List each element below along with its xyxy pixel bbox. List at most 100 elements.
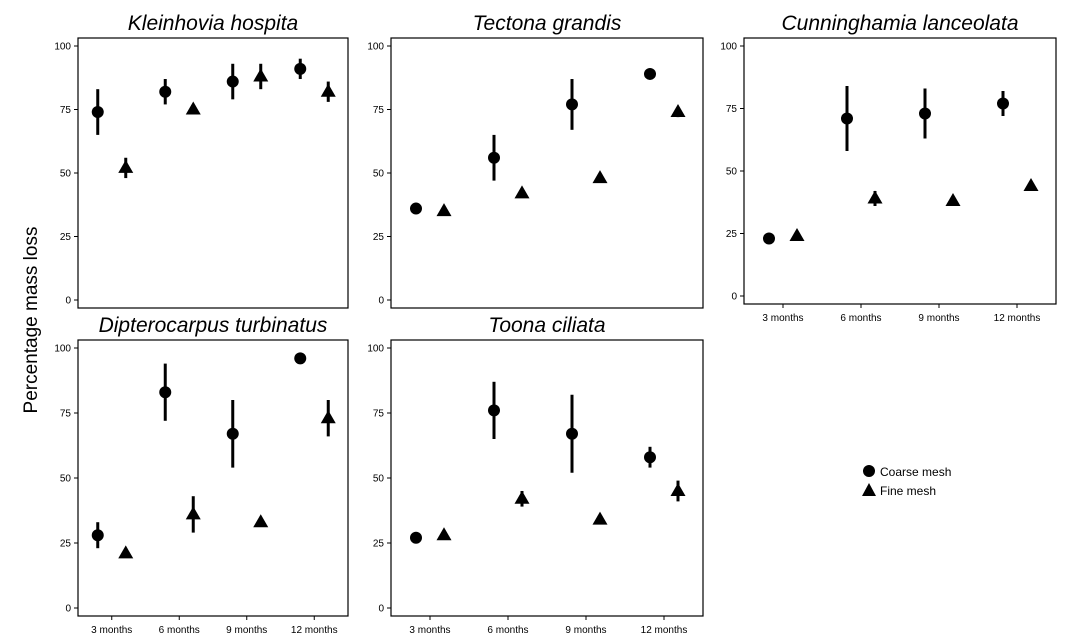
point-fine-mesh bbox=[514, 490, 530, 504]
point-coarse-mesh bbox=[226, 427, 239, 440]
plot-frame bbox=[390, 37, 704, 309]
panel-title: Toona ciliata bbox=[488, 314, 605, 337]
point-fine-mesh bbox=[253, 514, 269, 528]
point-fine-mesh bbox=[1023, 178, 1039, 191]
point-fine-mesh bbox=[185, 101, 201, 115]
y-tick-label: 0 bbox=[65, 296, 71, 307]
x-tick-label: 6 months bbox=[159, 625, 200, 636]
point-fine-mesh bbox=[320, 83, 336, 97]
y-tick-label: 75 bbox=[60, 105, 72, 116]
point-fine-mesh bbox=[514, 185, 530, 199]
y-tick-label: 50 bbox=[60, 169, 72, 180]
y-tick-label: 100 bbox=[720, 42, 737, 53]
panel-tectona-grandis: Tectona grandis 0 25 50 75 100 bbox=[367, 12, 704, 309]
point-fine-mesh bbox=[592, 170, 608, 184]
point-coarse-mesh bbox=[91, 106, 104, 119]
point-coarse-mesh bbox=[566, 427, 578, 440]
point-fine-mesh bbox=[592, 511, 608, 525]
point-coarse-mesh bbox=[91, 529, 104, 542]
y-tick-label: 100 bbox=[54, 42, 71, 53]
x-tick-label: 12 months bbox=[994, 313, 1041, 324]
point-coarse-mesh bbox=[488, 404, 500, 417]
y-tick-label: 25 bbox=[60, 232, 72, 243]
y-tick-label: 50 bbox=[373, 474, 385, 485]
x-tick-label: 12 months bbox=[641, 625, 688, 636]
y-tick-label: 50 bbox=[373, 169, 385, 180]
legend-triangle-marker bbox=[862, 483, 876, 496]
panel-title: Kleinhovia hospita bbox=[128, 12, 298, 35]
point-fine-mesh bbox=[436, 203, 452, 217]
point-fine-mesh bbox=[320, 410, 336, 424]
point-coarse-mesh bbox=[763, 232, 775, 245]
y-tick-label: 0 bbox=[65, 604, 71, 615]
point-coarse-mesh bbox=[294, 352, 307, 365]
y-tick-label: 25 bbox=[726, 229, 738, 240]
y-tick-label: 75 bbox=[373, 105, 385, 116]
point-coarse-mesh bbox=[841, 112, 853, 125]
legend-circle-marker bbox=[863, 465, 875, 477]
x-tick-label: 9 months bbox=[565, 625, 606, 636]
point-fine-mesh bbox=[118, 545, 134, 559]
y-tick-label: 50 bbox=[60, 474, 72, 485]
panel-dipterocarpus-turbinatus: Dipterocarpus turbinatus 0 25 50 75 100 3 mont… bbox=[54, 314, 349, 636]
point-coarse-mesh bbox=[410, 531, 422, 544]
y-tick-label: 100 bbox=[367, 42, 384, 53]
point-coarse-mesh bbox=[410, 202, 422, 215]
point-coarse-mesh bbox=[919, 107, 931, 120]
y-tick-label: 100 bbox=[54, 344, 71, 355]
panel-kleinhovia-hospita: Kleinhovia hospita 0 25 50 75 100 bbox=[54, 12, 349, 309]
plot-frame bbox=[77, 37, 349, 309]
x-tick-label: 6 months bbox=[487, 625, 528, 636]
point-fine-mesh bbox=[670, 483, 686, 496]
panel-title: Cunninghamia lanceolata bbox=[782, 12, 1019, 35]
point-coarse-mesh bbox=[159, 85, 172, 98]
y-tick-label: 0 bbox=[378, 604, 384, 615]
y-tick-label: 25 bbox=[373, 232, 385, 243]
x-tick-label: 12 months bbox=[291, 625, 338, 636]
x-tick-label: 9 months bbox=[226, 625, 267, 636]
panel-toona-ciliata: Toona ciliata 0 25 50 75 100 3 months 6 months 9… bbox=[367, 314, 704, 636]
y-tick-label: 50 bbox=[726, 167, 738, 178]
plot-frame bbox=[77, 339, 349, 617]
x-tick-label: 3 months bbox=[762, 313, 803, 324]
point-fine-mesh bbox=[436, 527, 452, 541]
panel-title: Tectona grandis bbox=[473, 12, 622, 35]
point-coarse-mesh bbox=[294, 62, 307, 75]
x-tick-label: 3 months bbox=[91, 625, 132, 636]
plot-frame bbox=[743, 37, 1057, 305]
point-fine-mesh bbox=[118, 159, 134, 173]
point-coarse-mesh bbox=[488, 151, 500, 164]
panel-title: Dipterocarpus turbinatus bbox=[99, 314, 328, 337]
point-coarse-mesh bbox=[226, 75, 239, 88]
point-fine-mesh bbox=[867, 190, 883, 204]
point-coarse-mesh bbox=[997, 97, 1009, 110]
point-fine-mesh bbox=[253, 68, 269, 82]
x-tick-label: 3 months bbox=[409, 625, 450, 636]
y-tick-label: 75 bbox=[373, 409, 385, 420]
y-tick-label: 0 bbox=[731, 292, 737, 303]
y-tick-label: 0 bbox=[378, 296, 384, 307]
point-fine-mesh bbox=[185, 506, 201, 520]
point-coarse-mesh bbox=[644, 451, 656, 464]
point-coarse-mesh bbox=[159, 386, 172, 399]
panel-cunninghamia-lanceolata: Cunninghamia lanceolata 0 25 50 75 100 3 month… bbox=[720, 12, 1057, 324]
legend: Coarse mesh Fine mesh bbox=[862, 465, 951, 498]
point-fine-mesh bbox=[789, 228, 805, 241]
point-fine-mesh bbox=[670, 104, 686, 118]
x-tick-label: 9 months bbox=[918, 313, 959, 324]
y-tick-label: 75 bbox=[726, 104, 738, 115]
legend-label-coarse-mesh: Coarse mesh bbox=[880, 465, 951, 479]
legend-label-fine-mesh: Fine mesh bbox=[880, 484, 936, 498]
point-coarse-mesh bbox=[644, 67, 656, 80]
x-tick-label: 6 months bbox=[840, 313, 881, 324]
y-tick-label: 25 bbox=[60, 539, 72, 550]
y-tick-label: 100 bbox=[367, 344, 384, 355]
plot-frame bbox=[390, 339, 704, 617]
y-axis-label: Percentage mass loss bbox=[21, 227, 42, 414]
y-tick-label: 25 bbox=[373, 539, 385, 550]
point-fine-mesh bbox=[945, 193, 961, 206]
point-coarse-mesh bbox=[566, 98, 578, 111]
y-tick-label: 75 bbox=[60, 409, 72, 420]
